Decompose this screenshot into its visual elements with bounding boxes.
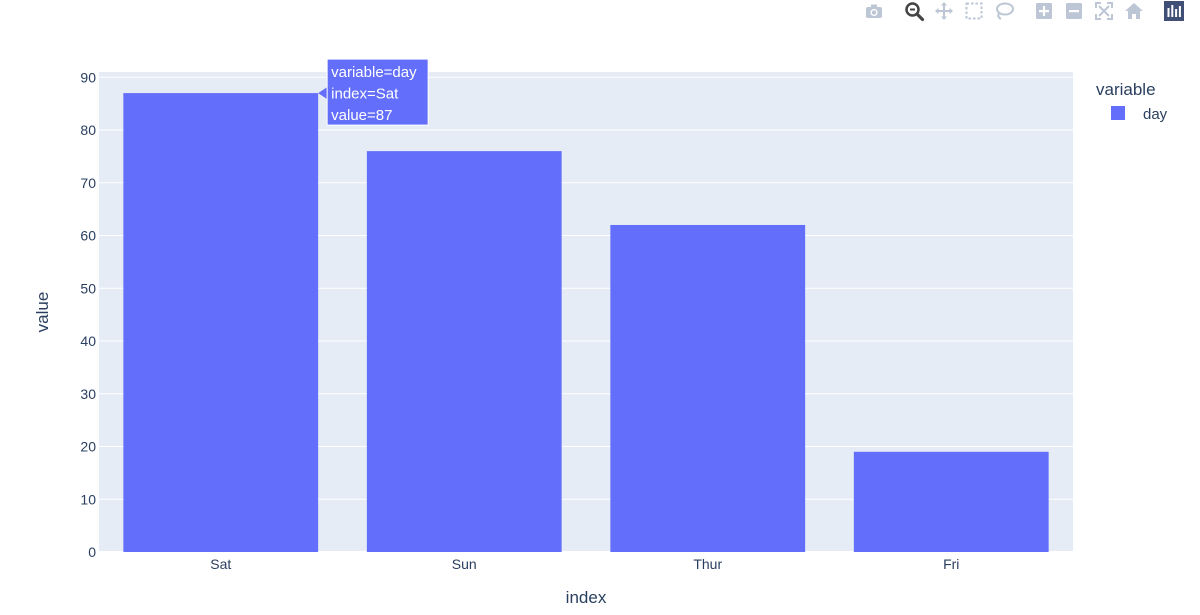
legend-label: day — [1143, 106, 1168, 123]
autoscale-icon — [1095, 2, 1113, 20]
y-tick-label: 90 — [80, 69, 96, 85]
zoom-out-button[interactable] — [1063, 0, 1085, 22]
autoscale-button[interactable] — [1093, 0, 1115, 22]
y-axis-label: value — [33, 292, 52, 333]
pan-button[interactable] — [933, 0, 955, 22]
y-tick-label: 50 — [80, 280, 96, 296]
bar-fri[interactable] — [853, 451, 1049, 552]
tooltip-line: value=87 — [331, 107, 392, 124]
x-tick-label: Fri — [943, 556, 959, 572]
modebar — [858, 0, 1200, 26]
zoom-icon — [905, 2, 925, 22]
tooltip-line: variable=day — [331, 64, 417, 81]
box-select-button[interactable] — [963, 0, 985, 22]
y-tick-label: 30 — [80, 386, 96, 402]
legend: variable day — [1096, 80, 1168, 123]
zoom-in-button[interactable] — [1033, 0, 1055, 22]
hover-tooltip: variable=day index=Sat value=87 — [318, 58, 429, 126]
zoom-button[interactable] — [903, 0, 925, 22]
reset-axes-button[interactable] — [1123, 0, 1145, 22]
x-axis-label: index — [566, 588, 607, 607]
y-tick-label: 60 — [80, 228, 96, 244]
y-tick-label: 0 — [88, 544, 96, 560]
camera-icon — [866, 4, 882, 18]
y-tick-label: 20 — [80, 439, 96, 455]
x-tick-label: Sat — [210, 556, 231, 572]
zoom-in-icon — [1036, 3, 1052, 19]
legend-item[interactable]: day — [1111, 106, 1168, 123]
x-tick-label: Sun — [452, 556, 477, 572]
download-png-button[interactable] — [863, 0, 885, 22]
plotly-logo[interactable] — [1163, 0, 1185, 22]
y-tick-label: 70 — [80, 175, 96, 191]
y-tick-label: 10 — [80, 491, 96, 507]
lasso-select-icon — [996, 2, 1014, 20]
y-tick-labels: 0 10 20 30 40 50 60 70 80 90 — [80, 69, 96, 560]
bar-thur[interactable] — [610, 224, 806, 552]
x-tick-label: Thur — [693, 556, 722, 572]
y-tick-label: 80 — [80, 122, 96, 138]
legend-swatch — [1111, 106, 1125, 120]
legend-title: variable — [1096, 80, 1156, 99]
lasso-select-button[interactable] — [993, 0, 1015, 22]
bars — [123, 93, 1049, 552]
plotly-logo-icon — [1164, 1, 1184, 21]
box-select-icon — [965, 2, 983, 20]
pan-icon — [935, 2, 953, 20]
home-icon — [1125, 3, 1143, 19]
tooltip-box — [326, 58, 429, 126]
zoom-out-icon — [1066, 3, 1082, 19]
bar-sun[interactable] — [366, 151, 562, 552]
bar-sat[interactable] — [123, 93, 319, 552]
x-tick-labels: Sat Sun Thur Fri — [210, 556, 959, 572]
tooltip-line: index=Sat — [331, 86, 399, 103]
tooltip-pointer — [318, 87, 328, 100]
y-tick-label: 40 — [80, 333, 96, 349]
